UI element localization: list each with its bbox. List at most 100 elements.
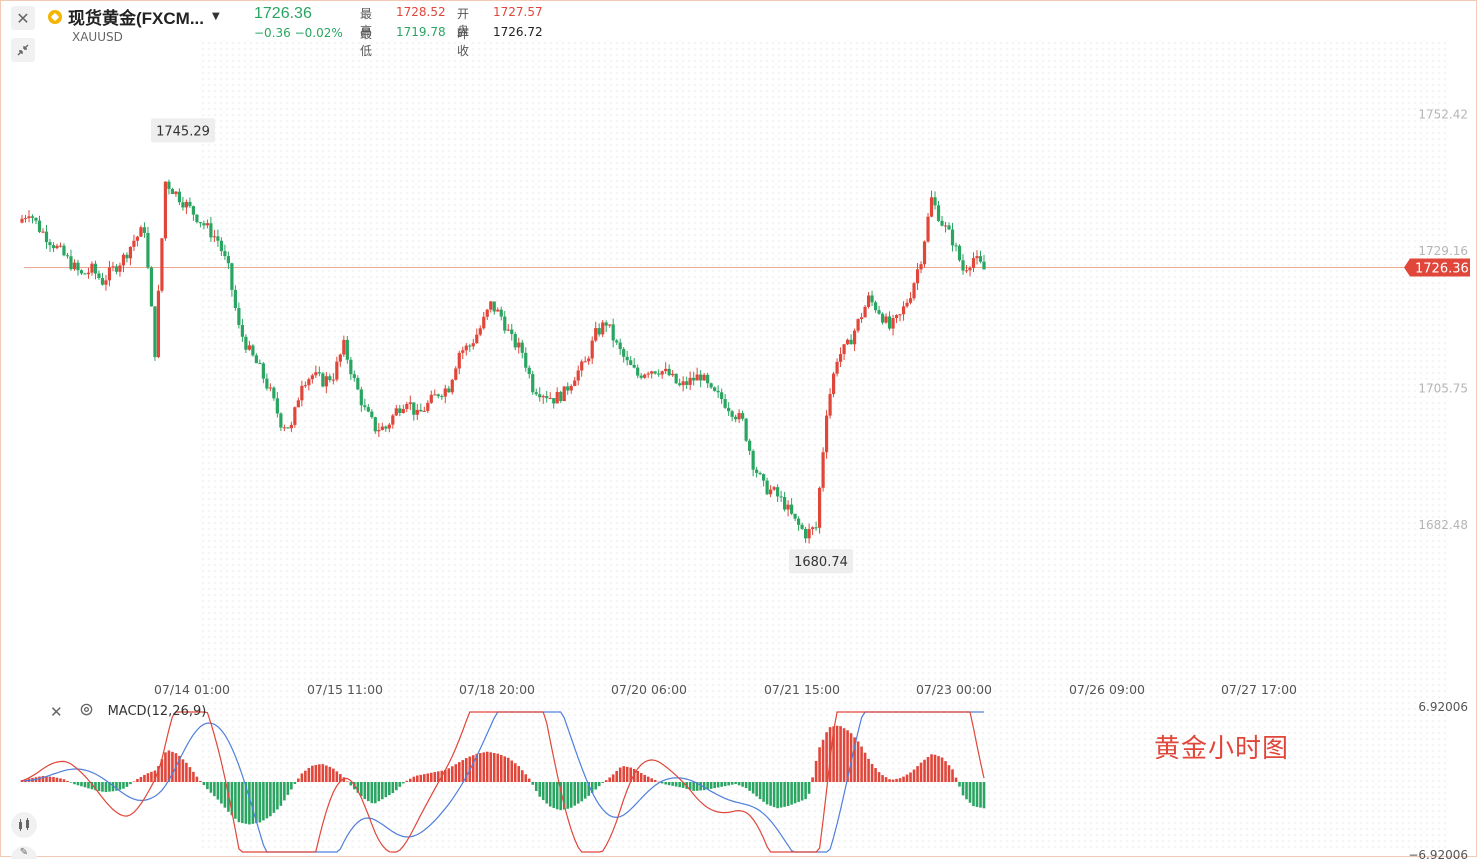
price-tick-label: 1752.42 [1418,107,1468,121]
candle-body [338,354,342,362]
macd-histogram-bar [727,782,730,786]
candle-body [866,295,871,307]
candle-body [709,383,713,388]
candle-body [615,340,619,343]
macd-histogram-bar [206,782,209,790]
candle-body [251,345,255,356]
macd-histogram-bar [125,782,129,787]
macd-histogram-bar [220,782,223,804]
candle-body [545,396,549,399]
collapse-button[interactable] [11,38,35,62]
macd-histogram-bar [965,782,968,800]
candle-body [667,368,671,376]
candle-body [181,202,185,208]
macd-histogram-bar [954,777,958,782]
macd-histogram-bar [748,782,751,791]
candle-body [328,376,332,381]
close-icon: ✕ [16,8,30,28]
candle-body [258,363,262,365]
candle-body [769,489,773,495]
candle-body [146,232,150,268]
candle-body [482,316,486,329]
macd-histogram-bar [856,741,860,782]
macd-histogram-bar [426,773,430,782]
macd-histogram-bar [839,726,842,782]
macd-histogram-bar [443,770,447,782]
candle-body [454,368,458,380]
candle-body [415,409,419,415]
draw-tool-button[interactable]: ✎ [11,846,37,859]
macd-histogram-bar [933,754,937,782]
macd-histogram-bar [548,782,552,807]
candle-body [429,394,433,403]
candle-body [265,378,269,389]
candle-body [622,349,626,357]
candle-body [894,315,899,319]
close-button[interactable]: ✕ [11,6,35,30]
low-callout: 1680.74 [789,549,853,574]
candle-body [37,220,42,232]
macd-histogram-bar [80,782,83,787]
instrument-selector[interactable]: 现货黄金(FXCM... ▼ [48,4,220,29]
macd-histogram-bar [611,774,615,782]
gold-coin-icon [48,9,62,24]
candle-body [664,368,668,372]
macd-close-button[interactable]: ✕ [50,703,63,721]
candle-body [824,415,829,453]
candle-body [457,352,461,369]
macd-histogram-bar [328,766,332,782]
macd-histogram-bar [524,774,528,782]
macd-histogram-bar [290,782,293,790]
macd-histogram-bar [374,782,377,804]
macd-label: MACD(12,26,9) [107,704,207,719]
candle-body [650,371,654,374]
macd-histogram-bar [471,755,475,782]
candle-body [499,309,503,317]
macd-histogram-bar [447,768,451,782]
macd-histogram-bar [667,782,671,786]
macd-histogram-bar [164,752,167,782]
macd-histogram-bar [769,782,772,806]
candle-body [237,307,241,326]
candle-body [468,345,472,347]
macd-histogram-bar [867,758,870,782]
candle-body [950,229,955,246]
candle-body [727,407,731,412]
macd-histogram-bar [279,782,283,806]
candle-body [170,188,175,195]
macd-histogram-bar [237,782,241,823]
candle-body [167,181,171,189]
candle-body [111,266,115,268]
candle-body [307,379,311,386]
macd-histogram-bar [436,771,440,782]
candle-body [943,225,948,227]
macd-histogram-bar [573,782,577,806]
macd-histogram-bar [891,779,895,782]
candle-body [461,350,465,353]
candlestick-style-button[interactable] [11,812,37,838]
candle-body [611,324,615,341]
candle-body [419,409,423,412]
candle-body [352,374,356,378]
macd-histogram-bar [926,757,930,782]
candle-body [268,387,272,389]
candle-body [800,524,804,529]
gear-icon [80,703,92,716]
macd-histogram-bar [118,782,122,790]
candle-body [321,373,325,387]
candle-body [41,231,45,233]
candle-body [62,245,66,256]
macd-histogram-bar [765,782,769,805]
macd-histogram-bar [842,728,846,782]
candle-body [510,329,514,334]
candle-body [520,342,524,353]
candle-body [531,374,535,393]
macd-histogram-bar [388,782,391,796]
candle-body [436,394,440,397]
time-axis: 07/14 01:00 07/15 11:00 07/18 20:00 07/20 0… [154,682,1297,697]
macd-settings-button[interactable] [79,702,94,721]
candle-body [76,262,80,271]
macd-histogram-bar [433,772,437,782]
candle-body [195,214,199,223]
